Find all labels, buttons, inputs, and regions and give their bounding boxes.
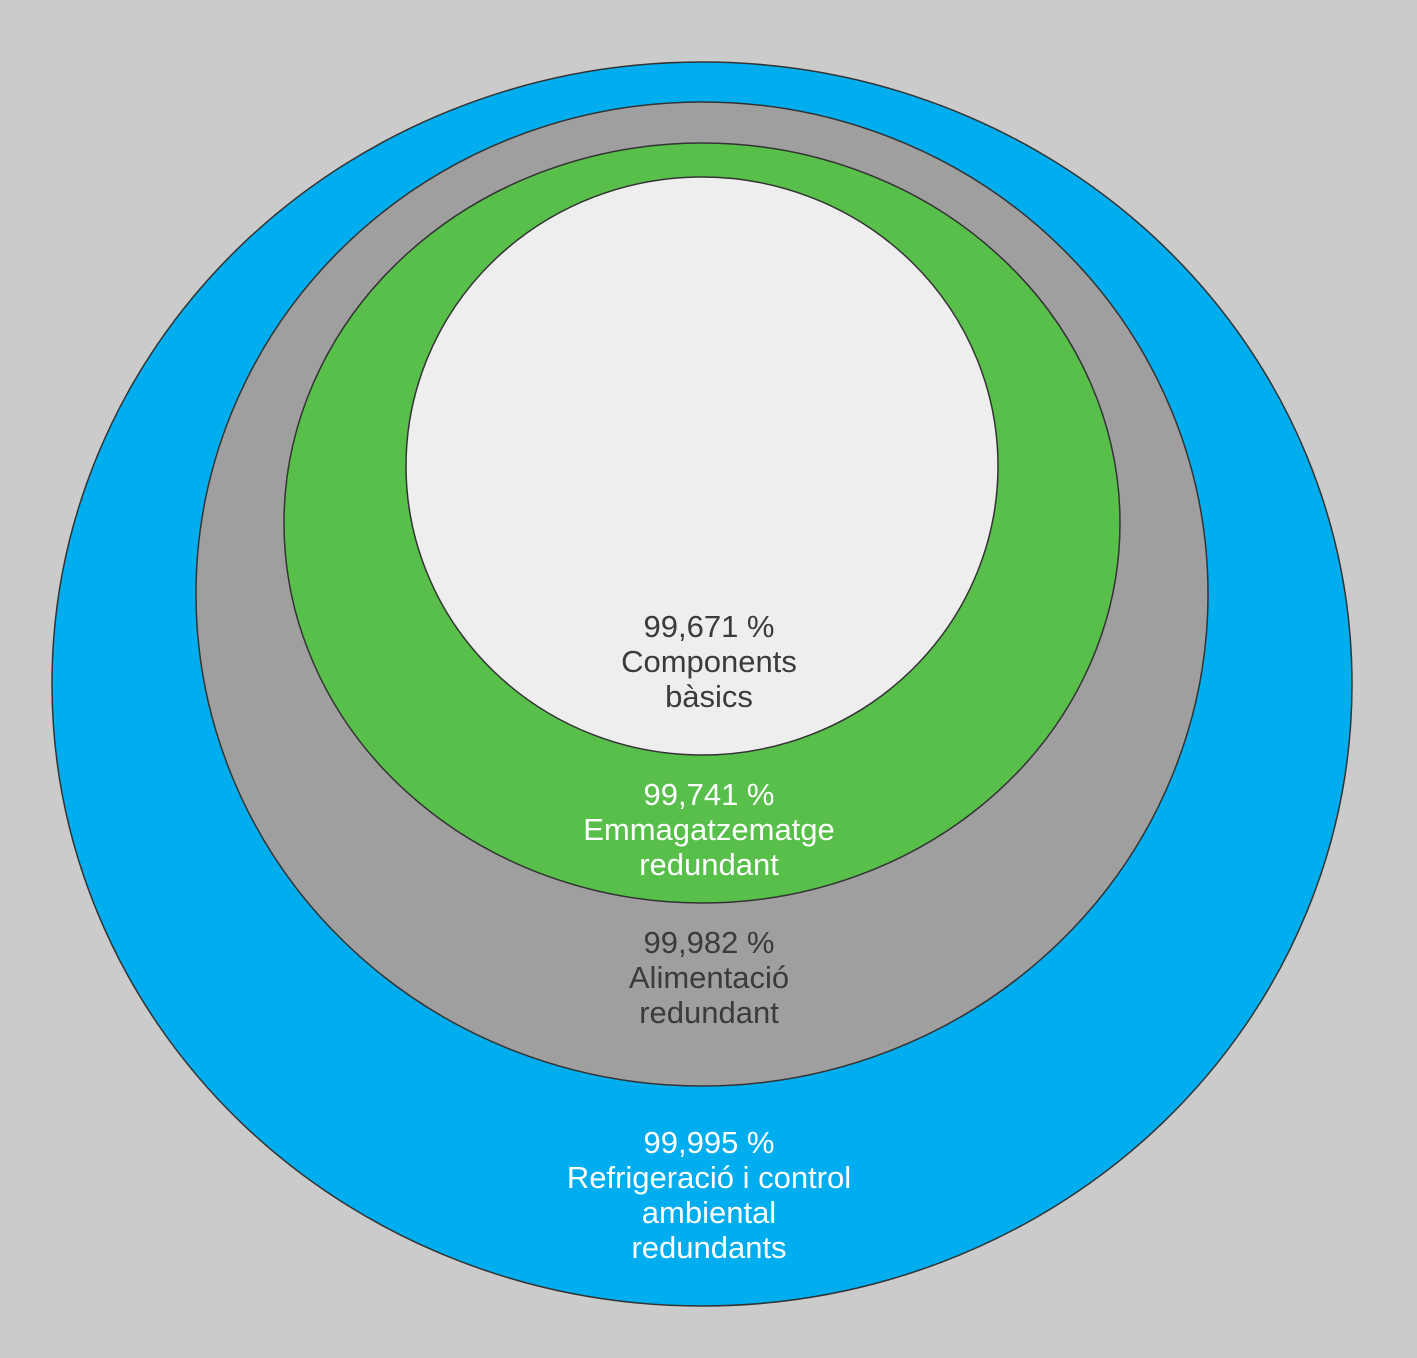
label-emmagatzematge-line-2: redundant — [639, 847, 779, 882]
value-alimentacio: 99,982 % — [644, 925, 775, 960]
value-components: 99,671 % — [644, 609, 775, 644]
layer-components — [405, 176, 999, 756]
label-components-line-1: Components — [621, 644, 797, 679]
label-alimentacio-line-1: Alimentació — [629, 960, 789, 995]
label-components: 99,671 % Components bàsics — [621, 609, 797, 714]
label-alimentacio-line-2: redundant — [639, 995, 779, 1030]
label-refrigeracio: 99,995 % Refrigeració i control ambienta… — [567, 1125, 851, 1265]
label-alimentacio: 99,982 % Alimentació redundant — [629, 925, 789, 1030]
label-emmagatzematge: 99,741 % Emmagatzematge redundant — [583, 777, 835, 882]
label-components-line-2: bàsics — [665, 679, 753, 714]
label-refrigeracio-line-1: Refrigeració i control — [567, 1160, 851, 1195]
label-emmagatzematge-line-1: Emmagatzematge — [583, 812, 835, 847]
value-refrigeracio: 99,995 % — [644, 1125, 775, 1160]
value-emmagatzematge: 99,741 % — [644, 777, 775, 812]
label-refrigeracio-line-2: ambiental — [642, 1195, 776, 1230]
label-refrigeracio-line-3: redundants — [631, 1230, 786, 1265]
